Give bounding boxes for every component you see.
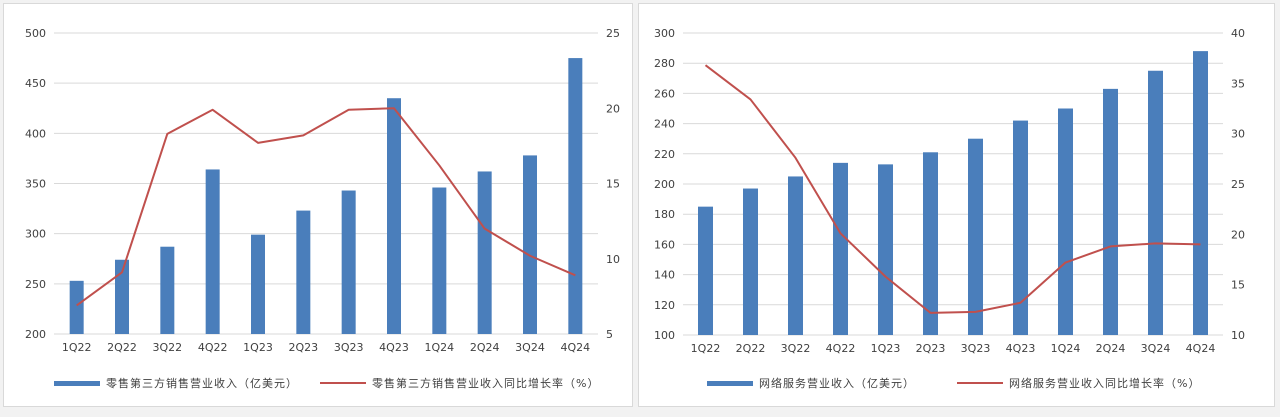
- legend-line-swatch: [320, 382, 366, 384]
- y-left-tick-label: 180: [654, 208, 675, 221]
- y-left-tick-label: 200: [25, 328, 46, 341]
- y-right-tick-label: 5: [606, 328, 613, 341]
- bar: [788, 176, 803, 335]
- legend-line-swatch: [957, 382, 1003, 384]
- bar: [743, 188, 758, 335]
- y-right-tick-label: 20: [1231, 228, 1245, 241]
- bar: [115, 259, 129, 334]
- y-left-tick-label: 160: [654, 238, 675, 251]
- bar: [568, 58, 583, 334]
- legend-bar-swatch: [54, 380, 100, 386]
- x-tick-label: 3Q23: [334, 341, 364, 354]
- y-right-tick-label: 30: [1231, 128, 1245, 141]
- x-tick-label: 1Q22: [62, 341, 92, 354]
- x-tick-label: 2Q22: [736, 342, 766, 355]
- x-tick-label: 1Q24: [1051, 342, 1081, 355]
- y-right-tick-label: 15: [606, 178, 620, 191]
- y-left-tick-label: 100: [654, 329, 675, 342]
- x-tick-label: 3Q23: [961, 342, 991, 355]
- legend-web-services: 网络服务营业收入（亿美元） 网络服务营业收入同比增长率（%）: [707, 375, 1200, 391]
- bar: [1103, 88, 1118, 336]
- x-tick-label: 2Q23: [289, 341, 319, 354]
- y-left-tick-label: 240: [654, 118, 675, 131]
- legend-bar-label: 网络服务营业收入（亿美元）: [759, 377, 915, 390]
- y-left-tick-label: 450: [25, 77, 46, 90]
- y-left-tick-label: 350: [25, 178, 46, 191]
- x-tick-label: 4Q22: [198, 341, 228, 354]
- x-tick-label: 2Q22: [107, 341, 137, 354]
- y-left-tick-label: 220: [654, 148, 675, 161]
- chart-panel-retail: 200 250 300 350 400 450 500 5 10 15 20 25 1Q22 2Q22 3Q…: [3, 3, 633, 407]
- bar: [296, 210, 311, 334]
- bar: [1193, 51, 1208, 336]
- x-tick-label: 3Q24: [515, 341, 545, 354]
- y-left-tick-label: 200: [654, 178, 675, 191]
- x-tick-label: 3Q24: [1141, 342, 1171, 355]
- y-left-tick-label: 260: [654, 87, 675, 100]
- chart-panel-web-services: 100 120 140 160 180 200 220 240 260 280 300 10 15 20 2…: [638, 3, 1275, 407]
- legend-line-label: 零售第三方销售营业收入同比增长率（%）: [372, 377, 600, 390]
- bar: [923, 152, 938, 335]
- x-tick-label: 2Q24: [470, 341, 500, 354]
- y-left-tick-label: 120: [654, 299, 675, 312]
- bar: [1148, 70, 1163, 335]
- x-tick-label: 2Q23: [916, 342, 946, 355]
- x-tick-label: 1Q24: [425, 341, 455, 354]
- x-tick-label: 2Q24: [1096, 342, 1126, 355]
- legend-bar-label: 零售第三方销售营业收入（亿美元）: [106, 377, 298, 390]
- legend-bar-swatch: [707, 380, 753, 386]
- x-tick-label: 3Q22: [153, 341, 183, 354]
- bar: [878, 164, 893, 335]
- bar: [69, 280, 84, 334]
- x-tick-label: 4Q24: [1186, 342, 1216, 355]
- y-left-tick-label: 280: [654, 57, 675, 70]
- bar: [698, 206, 713, 335]
- y-right-tick-label: 15: [1231, 279, 1245, 292]
- bar: [387, 98, 401, 334]
- bar: [432, 187, 447, 334]
- x-tick-label: 1Q22: [691, 342, 721, 355]
- y-left-tick-label: 140: [654, 269, 675, 282]
- x-tick-label: 3Q22: [781, 342, 811, 355]
- y-left-tick-label: 400: [25, 127, 46, 140]
- y-left-tick-label: 500: [25, 27, 46, 40]
- bar: [205, 169, 220, 334]
- legend-retail: 零售第三方销售营业收入（亿美元） 零售第三方销售营业收入同比增长率（%）: [54, 375, 599, 391]
- x-tick-label: 1Q23: [871, 342, 901, 355]
- bar: [341, 190, 356, 334]
- retail-chart-svg: 200 250 300 350 400 450 500 5 10 15 20 25 1Q22 2Q22 3Q…: [25, 27, 620, 354]
- y-right-tick-label: 10: [606, 253, 620, 266]
- x-tick-label: 4Q23: [1006, 342, 1036, 355]
- y-right-tick-label: 25: [606, 27, 620, 40]
- bar: [251, 234, 265, 334]
- y-left-tick-label: 300: [25, 228, 46, 241]
- x-tick-label: 1Q23: [243, 341, 273, 354]
- bar: [523, 155, 537, 334]
- y-right-tick-label: 10: [1231, 329, 1245, 342]
- bar: [477, 171, 492, 334]
- x-tick-label: 4Q23: [379, 341, 409, 354]
- web-services-chart-svg: 100 120 140 160 180 200 220 240 260 280 300 10 15 20 2…: [654, 27, 1245, 355]
- y-left-tick-label: 250: [25, 278, 46, 291]
- bar: [833, 162, 848, 335]
- y-right-tick-label: 35: [1231, 77, 1245, 90]
- x-tick-label: 4Q22: [826, 342, 856, 355]
- x-tick-label: 4Q24: [561, 341, 591, 354]
- bar: [1058, 108, 1073, 335]
- bar: [1013, 120, 1028, 335]
- growth-rate-line: [704, 64, 1201, 314]
- bar: [968, 138, 983, 335]
- y-right-tick-label: 25: [1231, 178, 1245, 191]
- growth-rate-line: [76, 107, 576, 307]
- bar: [160, 246, 175, 334]
- y-left-tick-label: 300: [654, 27, 675, 40]
- y-right-tick-label: 20: [606, 102, 620, 115]
- y-right-tick-label: 40: [1231, 27, 1245, 40]
- legend-line-label: 网络服务营业收入同比增长率（%）: [1009, 377, 1201, 390]
